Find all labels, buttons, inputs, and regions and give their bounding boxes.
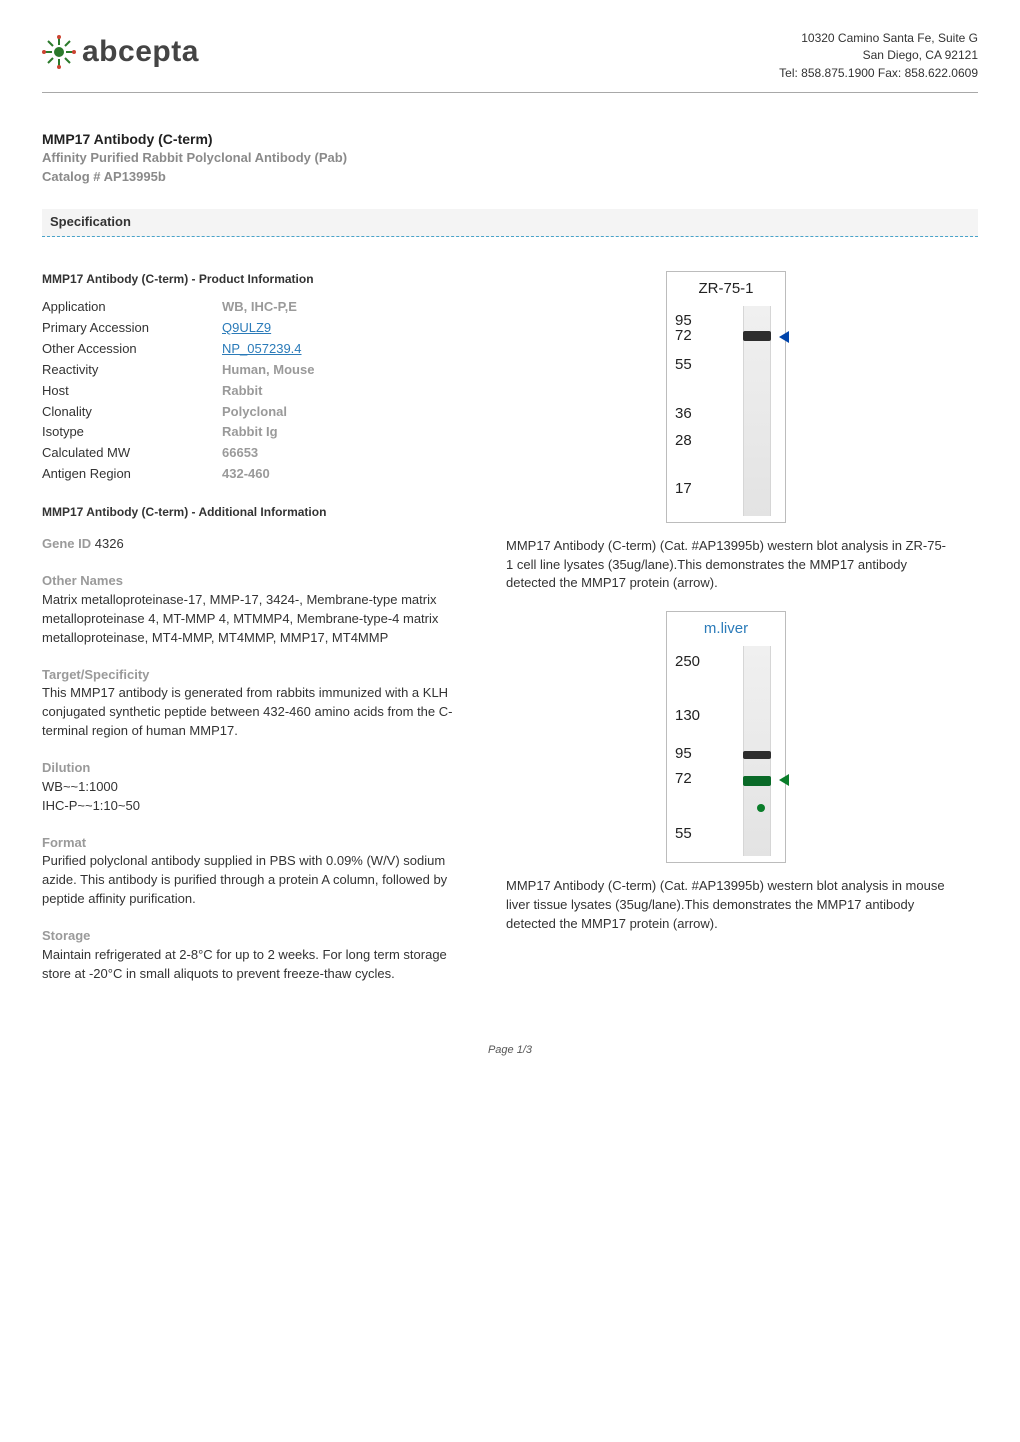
header: abcepta 10320 Camino Santa Fe, Suite G S… bbox=[42, 30, 978, 93]
contact-block: 10320 Camino Santa Fe, Suite G San Diego… bbox=[779, 30, 978, 82]
mw-tick: 55 bbox=[675, 823, 692, 845]
storage-label: Storage bbox=[42, 927, 462, 946]
target-label: Target/Specificity bbox=[42, 666, 462, 685]
storage-text: Maintain refrigerated at 2-8°C for up to… bbox=[42, 946, 462, 984]
marker-dot-icon bbox=[757, 804, 765, 812]
blot-1: ZR-75-1 957255362817 bbox=[666, 271, 786, 523]
logo-icon bbox=[42, 35, 76, 69]
info-value: 432-460 bbox=[222, 465, 270, 484]
blot-2-caption: MMP17 Antibody (C-term) (Cat. #AP13995b)… bbox=[506, 877, 946, 934]
info-row: ClonalityPolyclonal bbox=[42, 403, 462, 422]
dilution-label: Dilution bbox=[42, 759, 462, 778]
info-key: Application bbox=[42, 298, 222, 317]
info-key: Host bbox=[42, 382, 222, 401]
info-key: Isotype bbox=[42, 423, 222, 442]
left-column: MMP17 Antibody (C-term) - Product Inform… bbox=[42, 271, 462, 983]
mw-tick: 72 bbox=[675, 325, 692, 347]
address-line-1: 10320 Camino Santa Fe, Suite G bbox=[779, 30, 978, 47]
mw-tick: 130 bbox=[675, 705, 700, 727]
product-subtitle-2: Catalog # AP13995b bbox=[42, 168, 978, 187]
product-title: MMP17 Antibody (C-term) bbox=[42, 129, 978, 149]
address-line-2: San Diego, CA 92121 bbox=[779, 47, 978, 64]
band bbox=[743, 751, 771, 759]
band-arrow-icon bbox=[779, 331, 789, 343]
info-value: 66653 bbox=[222, 444, 258, 463]
info-value-link[interactable]: NP_057239.4 bbox=[222, 340, 302, 359]
blot-2: m.liver 250 130 95 72 55 bbox=[666, 611, 786, 863]
mw-tick: 36 bbox=[675, 403, 692, 425]
gene-id-label: Gene ID bbox=[42, 536, 91, 551]
mw-tick: 72 bbox=[675, 768, 692, 790]
additional-info-header: MMP17 Antibody (C-term) - Additional Inf… bbox=[42, 504, 462, 521]
info-row: ReactivityHuman, Mouse bbox=[42, 361, 462, 380]
info-value-link[interactable]: Q9ULZ9 bbox=[222, 319, 271, 338]
other-names-label: Other Names bbox=[42, 572, 462, 591]
logo-text: abcepta bbox=[82, 30, 199, 74]
info-value: WB, IHC-P,E bbox=[222, 298, 297, 317]
right-column: ZR-75-1 95 72 55 36 28 17 MMP17 Antibody (C-t… bbox=[506, 271, 946, 983]
page-footer: Page 1/3 bbox=[42, 1043, 978, 1059]
band bbox=[743, 331, 771, 341]
blot-1-lane: 957255362817 bbox=[675, 306, 777, 516]
blot-2-title: m.liver bbox=[675, 618, 777, 640]
info-key: Primary Accession bbox=[42, 319, 222, 338]
mw-tick: 28 bbox=[675, 430, 692, 452]
info-row: ApplicationWB, IHC-P,E bbox=[42, 298, 462, 317]
logo: abcepta bbox=[42, 30, 199, 74]
info-value: Human, Mouse bbox=[222, 361, 314, 380]
gene-id-value: 4326 bbox=[95, 536, 124, 551]
info-key: Other Accession bbox=[42, 340, 222, 359]
blot-1-caption: MMP17 Antibody (C-term) (Cat. #AP13995b)… bbox=[506, 537, 946, 594]
info-row: HostRabbit bbox=[42, 382, 462, 401]
other-names-text: Matrix metalloproteinase-17, MMP-17, 342… bbox=[42, 591, 462, 648]
dilution-line-1: WB~~1:1000 bbox=[42, 778, 462, 797]
info-key: Antigen Region bbox=[42, 465, 222, 484]
format-label: Format bbox=[42, 834, 462, 853]
info-key: Clonality bbox=[42, 403, 222, 422]
target-text: This MMP17 antibody is generated from ra… bbox=[42, 684, 462, 741]
mw-tick: 95 bbox=[675, 743, 692, 765]
info-row: Calculated MW66653 bbox=[42, 444, 462, 463]
band bbox=[743, 776, 771, 786]
phone-fax: Tel: 858.875.1900 Fax: 858.622.0609 bbox=[779, 65, 978, 82]
info-value: Polyclonal bbox=[222, 403, 287, 422]
info-row: Primary AccessionQ9ULZ9 bbox=[42, 319, 462, 338]
mw-tick: 250 bbox=[675, 651, 700, 673]
band-arrow-icon bbox=[779, 774, 789, 786]
info-row: Other AccessionNP_057239.4 bbox=[42, 340, 462, 359]
format-text: Purified polyclonal antibody supplied in… bbox=[42, 852, 462, 909]
dilution-line-2: IHC-P~~1:10~50 bbox=[42, 797, 462, 816]
info-row: Antigen Region432-460 bbox=[42, 465, 462, 484]
info-key: Reactivity bbox=[42, 361, 222, 380]
product-info-header: MMP17 Antibody (C-term) - Product Inform… bbox=[42, 271, 462, 288]
info-row: IsotypeRabbit Ig bbox=[42, 423, 462, 442]
info-table: ApplicationWB, IHC-P,EPrimary AccessionQ… bbox=[42, 298, 462, 484]
info-value: Rabbit Ig bbox=[222, 423, 278, 442]
blot-1-title: ZR-75-1 bbox=[675, 278, 777, 300]
product-subtitle-1: Affinity Purified Rabbit Polyclonal Anti… bbox=[42, 149, 978, 168]
section-specification: Specification bbox=[42, 209, 978, 237]
info-key: Calculated MW bbox=[42, 444, 222, 463]
mw-tick: 17 bbox=[675, 478, 692, 500]
mw-tick: 55 bbox=[675, 354, 692, 376]
info-value: Rabbit bbox=[222, 382, 262, 401]
blot-2-lane: 250 130 95 72 55 bbox=[675, 646, 777, 856]
